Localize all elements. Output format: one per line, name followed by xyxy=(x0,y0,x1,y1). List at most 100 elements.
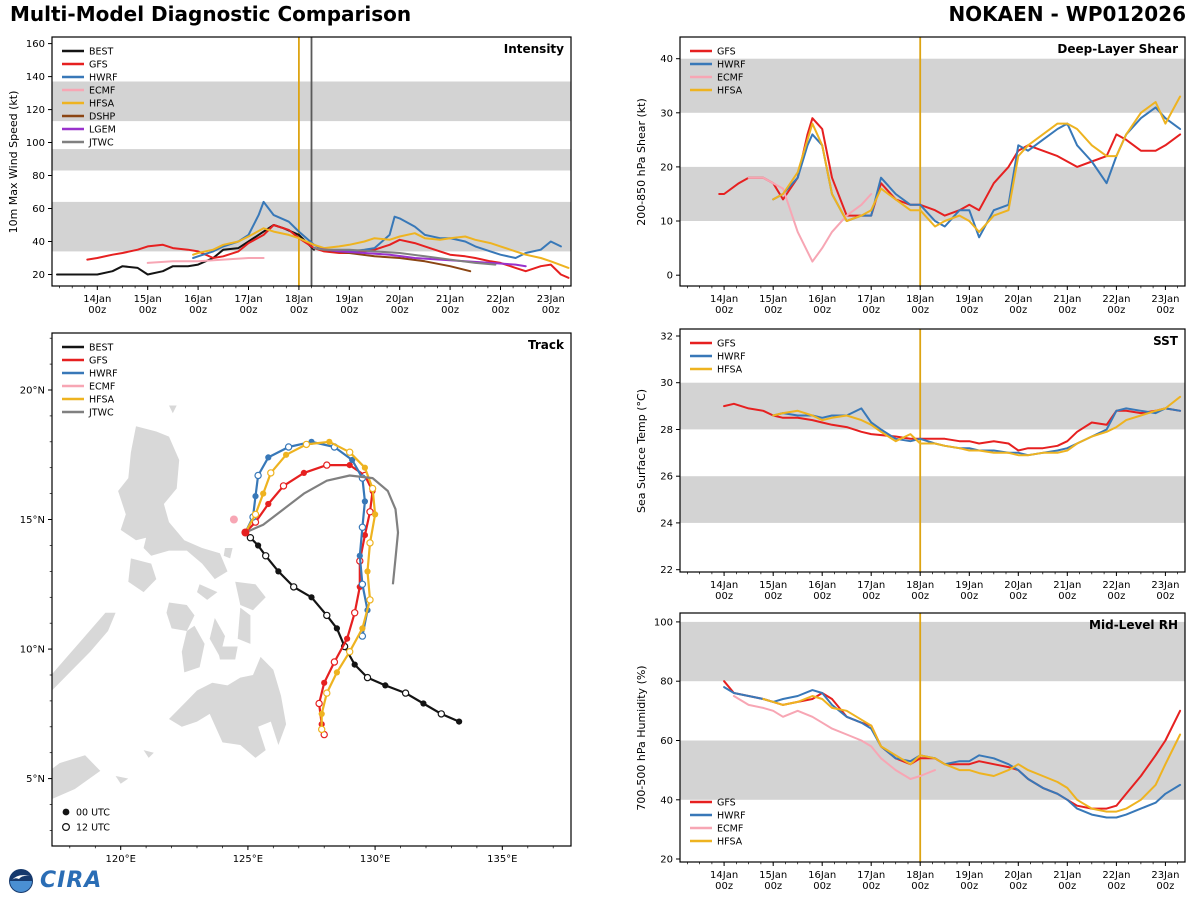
svg-text:JTWC: JTWC xyxy=(88,408,114,419)
svg-text:00z: 00z xyxy=(715,591,733,602)
svg-text:00z: 00z xyxy=(764,591,782,602)
svg-text:00z: 00z xyxy=(764,305,782,316)
svg-text:GFS: GFS xyxy=(89,356,108,367)
page-title: Multi-Model Diagnostic Comparison xyxy=(10,2,412,26)
svg-text:20: 20 xyxy=(660,855,673,866)
cira-logo: CIRA xyxy=(40,868,103,893)
logo-bar: CIRA xyxy=(8,868,102,894)
svg-text:Deep-Layer Shear: Deep-Layer Shear xyxy=(1057,42,1178,56)
svg-text:21Jan: 21Jan xyxy=(1053,580,1081,591)
svg-text:18Jan: 18Jan xyxy=(285,294,313,305)
svg-text:12 UTC: 12 UTC xyxy=(76,823,110,834)
svg-text:00z: 00z xyxy=(862,591,880,602)
svg-text:20: 20 xyxy=(32,270,45,281)
svg-text:16Jan: 16Jan xyxy=(808,294,836,305)
svg-text:18Jan: 18Jan xyxy=(906,580,934,591)
svg-text:16Jan: 16Jan xyxy=(808,580,836,591)
svg-text:HWRF: HWRF xyxy=(717,352,746,363)
svg-text:00z: 00z xyxy=(1009,591,1027,602)
svg-text:14Jan: 14Jan xyxy=(710,294,738,305)
svg-text:32: 32 xyxy=(660,332,673,343)
svg-text:00z: 00z xyxy=(1009,305,1027,316)
svg-text:19Jan: 19Jan xyxy=(335,294,363,305)
svg-text:20Jan: 20Jan xyxy=(1004,870,1032,881)
svg-text:100: 100 xyxy=(654,617,673,628)
svg-text:00z: 00z xyxy=(189,305,207,316)
svg-text:22Jan: 22Jan xyxy=(1102,870,1130,881)
svg-text:20Jan: 20Jan xyxy=(386,294,414,305)
svg-text:Mid-Level RH: Mid-Level RH xyxy=(1089,618,1178,632)
svg-text:14Jan: 14Jan xyxy=(710,870,738,881)
svg-text:00z: 00z xyxy=(764,881,782,892)
track-map: 120°E 125°E 130°E 135°E 5°N 10°N 15°N 20°N Track… xyxy=(20,332,572,865)
svg-text:00z: 00z xyxy=(1156,881,1174,892)
svg-text:00z: 00z xyxy=(1156,305,1174,316)
svg-text:80: 80 xyxy=(32,171,45,182)
svg-text:23Jan: 23Jan xyxy=(1151,580,1179,591)
svg-text:130°E: 130°E xyxy=(360,854,390,865)
svg-text:23Jan: 23Jan xyxy=(1151,294,1179,305)
svg-text:00z: 00z xyxy=(862,881,880,892)
svg-text:00z: 00z xyxy=(960,591,978,602)
svg-text:00z: 00z xyxy=(960,305,978,316)
svg-text:00z: 00z xyxy=(1058,305,1076,316)
svg-text:160: 160 xyxy=(26,39,45,50)
header: Multi-Model Diagnostic Comparison NOKAEN… xyxy=(0,0,1200,30)
svg-text:LGEM: LGEM xyxy=(89,125,116,136)
svg-text:21Jan: 21Jan xyxy=(436,294,464,305)
svg-text:00z: 00z xyxy=(1058,881,1076,892)
svg-text:00z: 00z xyxy=(492,305,510,316)
svg-text:00z: 00z xyxy=(960,881,978,892)
svg-text:00z: 00z xyxy=(1107,305,1125,316)
svg-text:17Jan: 17Jan xyxy=(857,870,885,881)
svg-text:24: 24 xyxy=(660,518,673,529)
svg-text:00z: 00z xyxy=(290,305,308,316)
svg-text:21Jan: 21Jan xyxy=(1053,294,1081,305)
svg-text:19Jan: 19Jan xyxy=(955,294,983,305)
svg-text:15Jan: 15Jan xyxy=(759,580,787,591)
svg-text:00 UTC: 00 UTC xyxy=(76,808,110,819)
svg-text:40: 40 xyxy=(660,795,673,806)
svg-text:20: 20 xyxy=(660,162,673,173)
svg-text:14Jan: 14Jan xyxy=(83,294,111,305)
svg-text:5°N: 5°N xyxy=(26,774,45,785)
svg-text:HFSA: HFSA xyxy=(717,837,743,848)
svg-text:00z: 00z xyxy=(441,305,459,316)
svg-text:125°E: 125°E xyxy=(233,854,263,865)
svg-text:00z: 00z xyxy=(1058,591,1076,602)
svg-text:120°E: 120°E xyxy=(105,854,135,865)
svg-text:00z: 00z xyxy=(911,591,929,602)
svg-text:21Jan: 21Jan xyxy=(1053,870,1081,881)
svg-text:00z: 00z xyxy=(391,305,409,316)
svg-text:22Jan: 22Jan xyxy=(1102,294,1130,305)
svg-text:ECMF: ECMF xyxy=(89,86,115,97)
svg-text:GFS: GFS xyxy=(717,47,736,58)
svg-text:HWRF: HWRF xyxy=(717,811,746,822)
svg-text:14Jan: 14Jan xyxy=(710,580,738,591)
svg-text:19Jan: 19Jan xyxy=(955,870,983,881)
svg-text:17Jan: 17Jan xyxy=(857,294,885,305)
svg-text:200-850 hPa Shear (kt): 200-850 hPa Shear (kt) xyxy=(635,98,648,226)
svg-text:20Jan: 20Jan xyxy=(1004,294,1032,305)
svg-text:HFSA: HFSA xyxy=(717,365,743,376)
svg-text:23Jan: 23Jan xyxy=(1151,870,1179,881)
svg-text:17Jan: 17Jan xyxy=(234,294,262,305)
svg-text:22: 22 xyxy=(660,565,673,576)
svg-text:HFSA: HFSA xyxy=(89,395,115,406)
svg-text:15Jan: 15Jan xyxy=(759,294,787,305)
svg-text:80: 80 xyxy=(660,677,673,688)
intensity-chart: 2040608010012014016014Jan00z15Jan00z16Ja… xyxy=(7,36,572,316)
svg-text:17Jan: 17Jan xyxy=(857,580,885,591)
svg-text:20Jan: 20Jan xyxy=(1004,580,1032,591)
svg-text:60: 60 xyxy=(660,736,673,747)
svg-text:00z: 00z xyxy=(911,305,929,316)
svg-text:JTWC: JTWC xyxy=(88,138,114,149)
svg-text:00z: 00z xyxy=(813,591,831,602)
svg-text:00z: 00z xyxy=(1156,591,1174,602)
svg-text:00z: 00z xyxy=(862,305,880,316)
deep-layer-shear-chart: 01020304014Jan00z15Jan00z16Jan00z17Jan00… xyxy=(635,36,1186,316)
svg-text:18Jan: 18Jan xyxy=(906,870,934,881)
svg-text:00z: 00z xyxy=(139,305,157,316)
svg-text:00z: 00z xyxy=(813,881,831,892)
